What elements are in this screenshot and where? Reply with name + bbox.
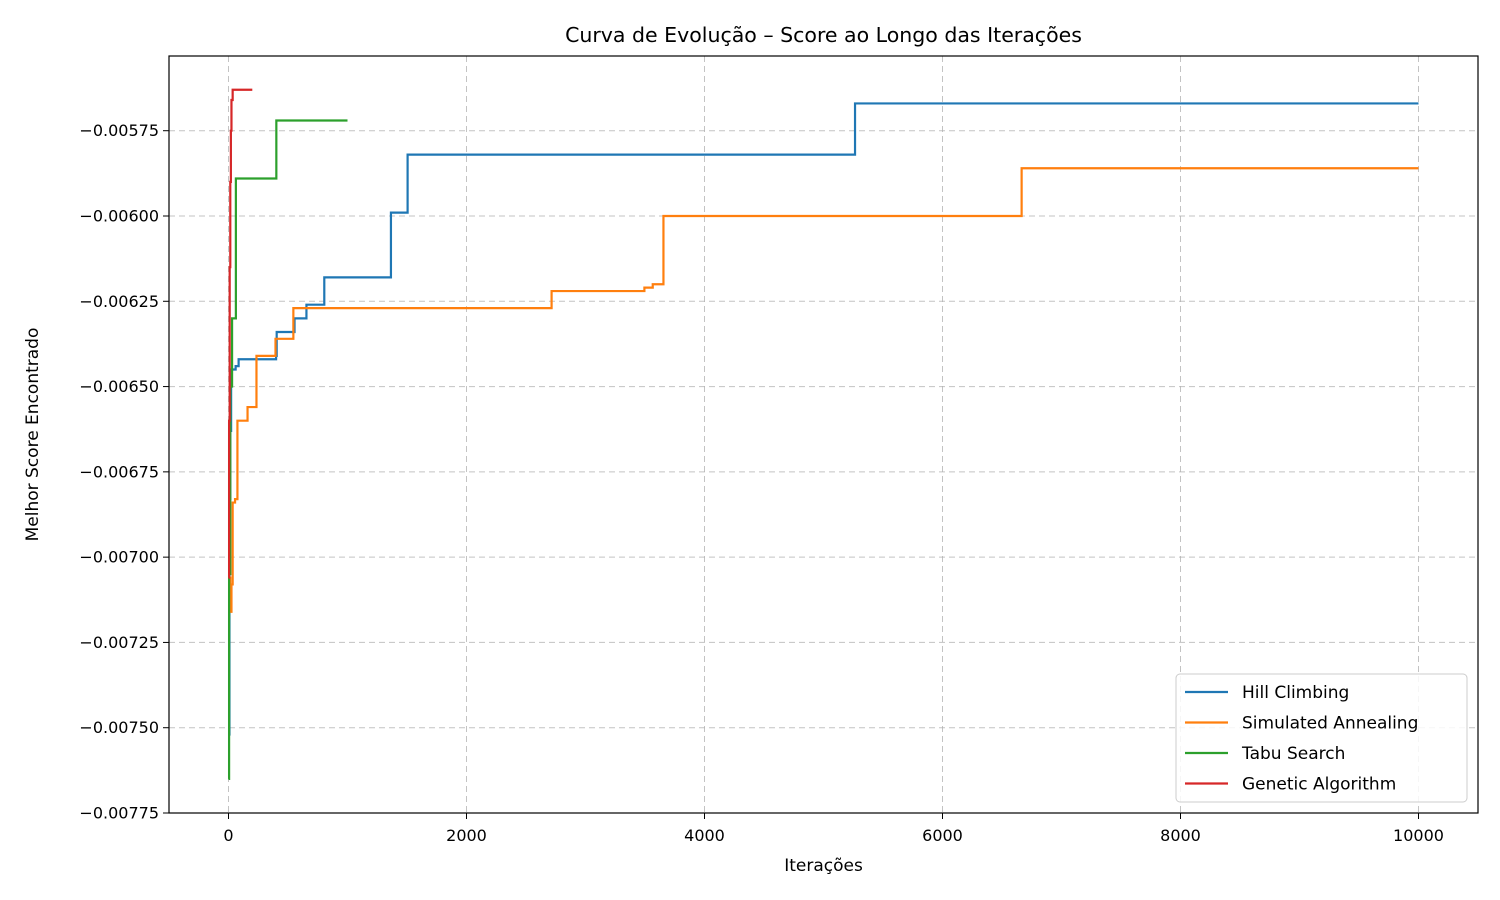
- x-axis-label: Iterações: [784, 856, 863, 876]
- y-tick-label: −0.00775: [79, 804, 159, 823]
- y-tick-label: −0.00575: [79, 121, 159, 140]
- x-tick-label: 6000: [922, 826, 963, 845]
- legend-label-simulated-annealing: Simulated Annealing: [1242, 714, 1418, 734]
- series-line-genetic-algorithm: [227, 88, 253, 579]
- x-tick-label: 2000: [446, 826, 487, 845]
- legend-label-hill-climbing: Hill Climbing: [1242, 683, 1349, 703]
- legend-box: [1175, 673, 1468, 803]
- tick-layer: 0 2000 4000 6000 8000 10000 −0.00775 −0.00750 −0…: [79, 121, 1444, 845]
- y-tick-label: −0.00650: [79, 377, 159, 396]
- x-tick-label: 8000: [1160, 826, 1201, 845]
- chart-title: Curva de Evolução – Score ao Longo das I…: [565, 23, 1082, 47]
- y-tick-label: −0.00700: [79, 548, 159, 567]
- x-tick-label: 10000: [1393, 826, 1444, 845]
- y-tick-label: −0.00750: [79, 718, 159, 737]
- plot-frame: [168, 55, 1479, 814]
- legend: Hill Climbing Simulated Annealing Tabu Sea…: [1175, 673, 1468, 803]
- x-tick-label: 4000: [684, 826, 725, 845]
- y-tick-label: −0.00600: [79, 206, 159, 225]
- series-layer: [227, 88, 1419, 780]
- y-tick-label: −0.00725: [79, 633, 159, 652]
- series-line-simulated-annealing: [228, 167, 1419, 613]
- y-tick-label: −0.00625: [79, 292, 159, 311]
- x-tick-label: 0: [223, 826, 233, 845]
- y-axis-label: Melhor Score Encontrado: [23, 328, 43, 542]
- legend-label-genetic-algorithm: Genetic Algorithm: [1242, 775, 1396, 795]
- y-tick-label: −0.00675: [79, 462, 159, 481]
- legend-label-tabu-search: Tabu Search: [1241, 744, 1345, 764]
